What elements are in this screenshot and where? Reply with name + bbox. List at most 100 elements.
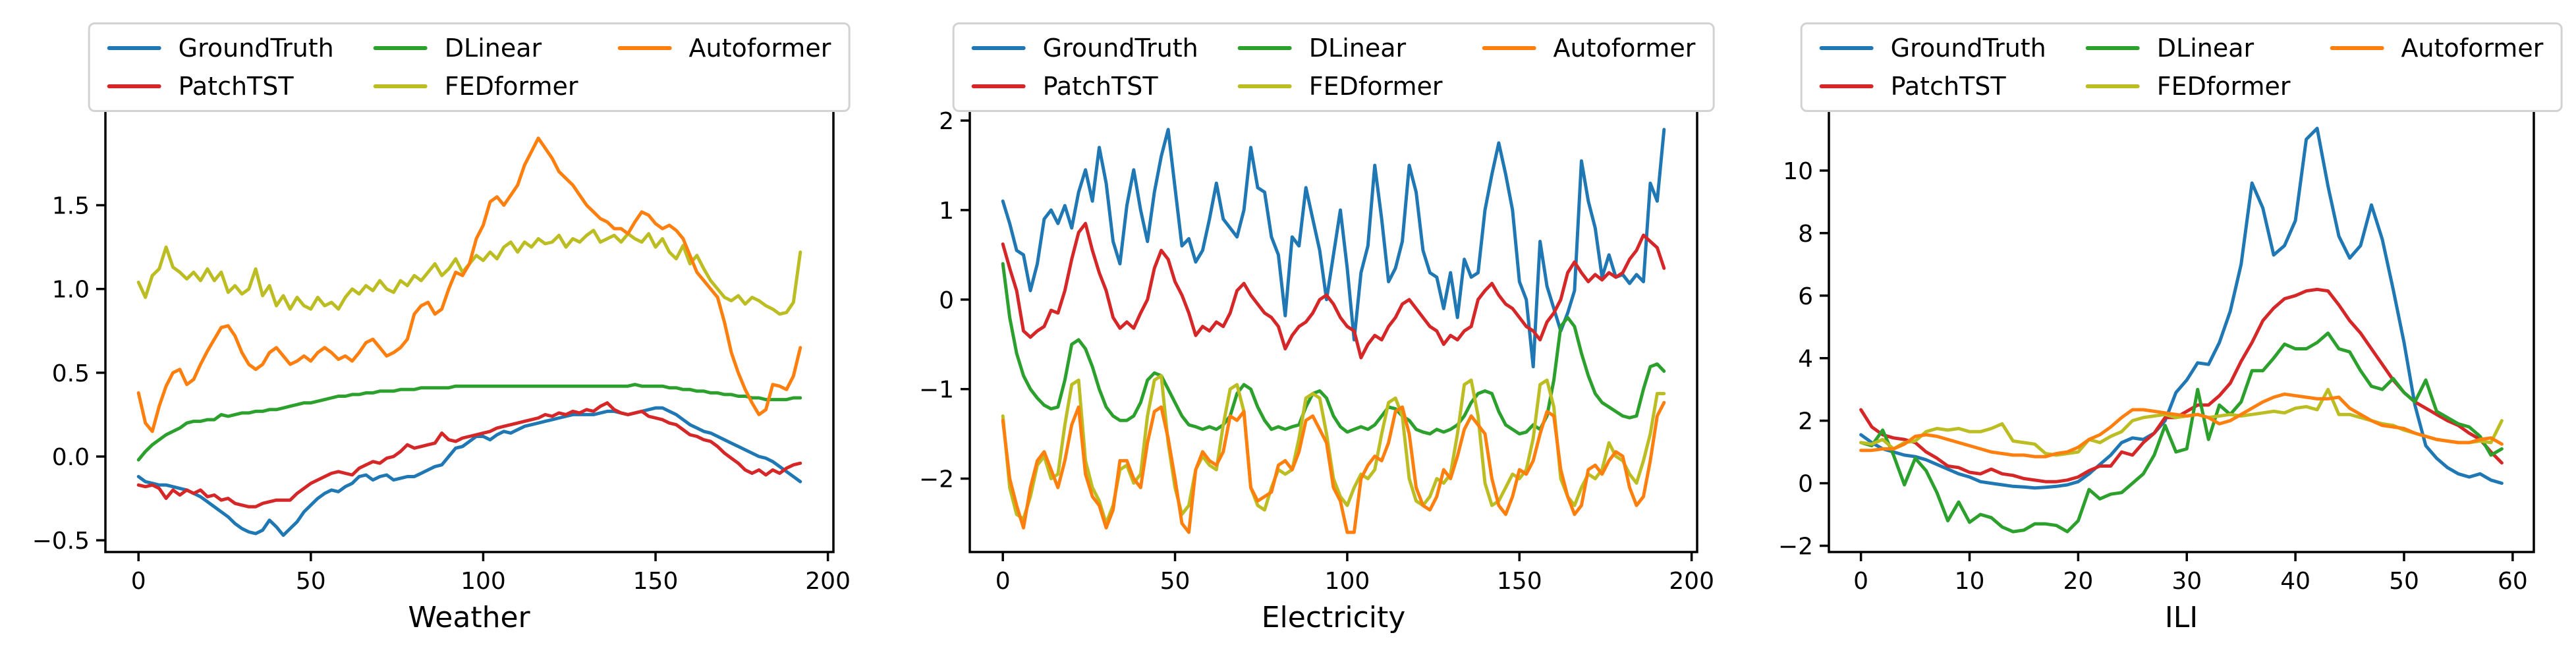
series-line-autoformer — [1859, 392, 2504, 458]
y-tick-label: 0 — [1798, 471, 1813, 498]
legend-item-autoformer: Autoformer — [2330, 31, 2544, 65]
series-line-fedformer — [1859, 387, 2504, 457]
legend-line-fedformer — [2085, 84, 2140, 88]
legend-line-dlinear — [1237, 46, 1292, 50]
legend-line-groundtruth — [971, 46, 1026, 50]
y-tick-label: 2 — [1798, 408, 1813, 435]
legend-column: DLinear FEDformer — [1237, 31, 1443, 103]
legend: GroundTruth PatchTST DLinear FEDformer A… — [88, 22, 851, 112]
series-group — [136, 136, 802, 538]
legend-item-patchtst: PatchTST — [971, 69, 1198, 103]
legend-column: GroundTruth PatchTST — [107, 31, 334, 103]
legend-label: DLinear — [444, 34, 542, 63]
y-tick-label: −1 — [919, 377, 954, 404]
legend-column: GroundTruth PatchTST — [971, 31, 1198, 103]
legend-column: Autoformer — [1482, 31, 1696, 65]
legend-line-patchtst — [107, 84, 161, 88]
legend-line-autoformer — [1482, 46, 1536, 50]
series-line-dlinear — [136, 383, 802, 462]
legend-label: PatchTST — [1042, 72, 1158, 101]
legend-line-groundtruth — [1819, 46, 1874, 50]
y-tick-label: 0.5 — [52, 360, 90, 387]
legend-item-groundtruth: GroundTruth — [107, 31, 334, 65]
x-tick-label: 0 — [131, 568, 146, 595]
x-axis-label: Weather — [408, 601, 530, 634]
y-tick-label: −2 — [919, 466, 954, 493]
x-tick-label: 60 — [2498, 568, 2528, 595]
x-tick-label: 30 — [2171, 568, 2202, 595]
legend-line-dlinear — [2085, 46, 2140, 50]
series-line-groundtruth — [1859, 126, 2504, 490]
x-tick-label: 10 — [1955, 568, 1985, 595]
legend-label: PatchTST — [178, 72, 294, 101]
electricity-plot: 0 50 100 150 200 −2 −1 0 1 2 — [919, 107, 1714, 595]
legend-column: Autoformer — [617, 31, 831, 65]
series-line-groundtruth — [1001, 128, 1666, 369]
legend-line-groundtruth — [107, 46, 161, 50]
x-tick-label: 20 — [2063, 568, 2093, 595]
legend-label: FEDformer — [444, 72, 578, 101]
legend-line-autoformer — [617, 46, 672, 50]
legend-label: GroundTruth — [1042, 34, 1198, 63]
series-line-dlinear — [1859, 331, 2504, 534]
legend-line-fedformer — [373, 84, 428, 88]
legend-label: Autoformer — [2401, 34, 2544, 63]
y-tick-label: −0.5 — [32, 528, 90, 555]
y-tick-label: 10 — [1783, 158, 1813, 185]
x-tick-label: 40 — [2280, 568, 2310, 595]
y-tick-label: 4 — [1798, 346, 1813, 373]
series-group — [1859, 126, 2504, 534]
y-tick-label: 8 — [1798, 221, 1813, 248]
series-line-fedformer — [136, 229, 802, 316]
y-tick-label: −2 — [1778, 534, 1813, 561]
legend: GroundTruth PatchTST DLinear FEDformer A… — [952, 22, 1715, 112]
series-line-patchtst — [136, 401, 802, 509]
series-line-autoformer — [1001, 401, 1666, 534]
legend-line-patchtst — [971, 84, 1026, 88]
x-tick-label: 0 — [1853, 568, 1868, 595]
series-group — [1001, 128, 1666, 534]
legend-label: FEDformer — [2156, 72, 2291, 101]
legend-column: DLinear FEDformer — [373, 31, 578, 103]
legend-label: DLinear — [2156, 34, 2254, 63]
legend-line-autoformer — [2330, 46, 2384, 50]
legend-label: PatchTST — [1890, 72, 2006, 101]
legend-item-dlinear: DLinear — [1237, 31, 1443, 65]
legend-line-dlinear — [373, 46, 428, 50]
legend-line-patchtst — [1819, 84, 1874, 88]
panel-ili: GroundTruth PatchTST DLinear FEDformer A… — [1717, 0, 2576, 664]
legend-item-groundtruth: GroundTruth — [1819, 31, 2046, 65]
panel-electricity: GroundTruth PatchTST DLinear FEDformer A… — [858, 0, 1717, 664]
legend-column: GroundTruth PatchTST — [1819, 31, 2046, 103]
x-tick-label: 150 — [633, 568, 679, 595]
x-tick-label: 100 — [1325, 568, 1370, 595]
legend-item-fedformer: FEDformer — [1237, 69, 1443, 103]
y-tick-label: 1.0 — [52, 277, 90, 304]
legend-label: DLinear — [1308, 34, 1407, 63]
x-tick-label: 150 — [1497, 568, 1542, 595]
series-line-autoformer — [136, 136, 802, 433]
legend-label: Autoformer — [1553, 34, 1696, 63]
y-tick-label: 0.0 — [52, 444, 90, 471]
legend-item-dlinear: DLinear — [373, 31, 578, 65]
x-tick-label: 100 — [461, 568, 506, 595]
plot-border — [104, 107, 835, 553]
legend-column: DLinear FEDformer — [2085, 31, 2291, 103]
x-tick-label: 50 — [296, 568, 326, 595]
x-axis-label: Electricity — [1261, 601, 1406, 634]
legend-item-patchtst: PatchTST — [107, 69, 334, 103]
legend-label: Autoformer — [688, 34, 831, 63]
x-tick-label: 200 — [1669, 568, 1714, 595]
series-line-dlinear — [1001, 262, 1666, 436]
legend-label: FEDformer — [1308, 72, 1443, 101]
y-tick-label: 0 — [939, 287, 954, 314]
y-tick-label: 1 — [939, 198, 954, 225]
weather-plot: 0 50 100 150 200 −0.5 0.0 0.5 1.0 1.5 — [32, 107, 851, 595]
x-tick-label: 0 — [995, 568, 1011, 595]
ili-plot: 0 10 20 30 40 50 60 −2 0 2 4 6 8 10 — [1778, 107, 2535, 595]
series-line-groundtruth — [136, 406, 802, 538]
y-tick-label: 1.5 — [52, 193, 90, 220]
legend-item-autoformer: Autoformer — [1482, 31, 1696, 65]
legend-item-autoformer: Autoformer — [617, 31, 831, 65]
